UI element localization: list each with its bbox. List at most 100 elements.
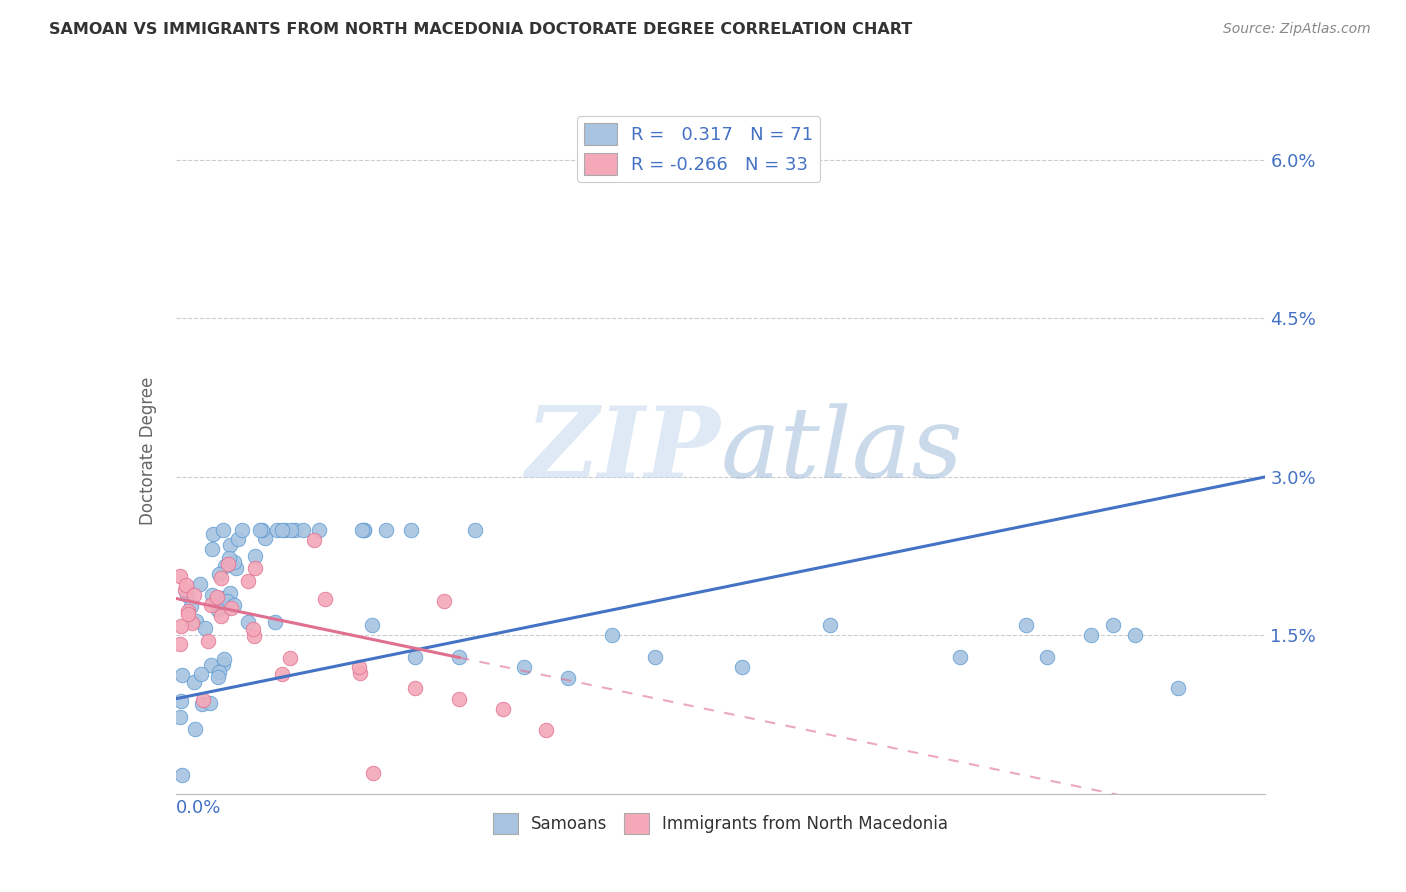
Point (353, 523, 375, 537)
Point (1080, 628, 1102, 642)
Point (188, 577, 211, 591)
Point (180, 599, 202, 613)
Point (215, 594, 238, 608)
Point (513, 660, 536, 674)
Point (432, 593, 454, 607)
Point (169, 569, 191, 583)
Text: 0.0%: 0.0% (176, 798, 221, 817)
Point (464, 523, 486, 537)
Text: SAMOAN VS IMMIGRANTS FROM NORTH MACEDONIA DOCTORATE DEGREE CORRELATION CHART: SAMOAN VS IMMIGRANTS FROM NORTH MACEDONI… (49, 22, 912, 37)
Point (302, 533, 325, 547)
Y-axis label: Doctorate Degree: Doctorate Degree (139, 376, 157, 524)
Point (209, 608, 232, 623)
Point (1123, 628, 1146, 642)
Point (202, 526, 225, 541)
Point (492, 702, 515, 716)
Point (219, 538, 242, 552)
Point (253, 531, 276, 545)
Point (405, 649, 427, 664)
Point (249, 523, 271, 537)
Point (280, 523, 302, 537)
Point (180, 616, 202, 631)
Point (231, 523, 253, 537)
Point (266, 523, 288, 537)
Point (360, 617, 382, 632)
Point (197, 633, 219, 648)
Point (361, 765, 384, 780)
Point (207, 670, 229, 684)
Point (190, 667, 212, 681)
Point (600, 628, 623, 642)
Point (1167, 681, 1189, 696)
Point (222, 598, 245, 612)
Point (169, 710, 191, 724)
Point (264, 615, 287, 630)
Point (207, 603, 229, 617)
Point (447, 649, 470, 664)
Point (226, 532, 249, 546)
Point (191, 697, 214, 711)
Point (731, 660, 754, 674)
Point (174, 583, 197, 598)
Point (200, 598, 222, 612)
Point (222, 555, 245, 569)
Point (353, 523, 375, 537)
Point (176, 588, 198, 602)
Point (221, 601, 243, 615)
Point (273, 523, 295, 537)
Point (405, 681, 427, 696)
Point (214, 559, 236, 574)
Point (283, 523, 305, 537)
Text: ZIP: ZIP (526, 402, 721, 499)
Point (347, 660, 370, 674)
Point (447, 691, 470, 706)
Point (242, 622, 264, 636)
Point (219, 586, 242, 600)
Point (374, 523, 396, 537)
Point (252, 523, 274, 537)
Point (201, 588, 224, 602)
Point (399, 523, 422, 537)
Point (818, 617, 841, 632)
Point (183, 722, 205, 736)
Point (194, 621, 217, 635)
Point (1036, 649, 1059, 664)
Point (271, 666, 294, 681)
Point (1015, 617, 1038, 632)
Point (170, 694, 193, 708)
Point (292, 523, 315, 537)
Point (243, 549, 266, 564)
Point (176, 604, 198, 618)
Legend: Samoans, Immigrants from North Macedonia: Samoans, Immigrants from North Macedonia (486, 807, 955, 840)
Point (183, 588, 205, 602)
Point (193, 693, 215, 707)
Point (557, 671, 579, 685)
Point (209, 571, 232, 585)
Point (183, 675, 205, 690)
Point (243, 629, 266, 643)
Point (350, 523, 373, 537)
Point (212, 523, 235, 537)
Point (209, 591, 232, 605)
Point (1102, 617, 1125, 632)
Point (208, 665, 231, 680)
Point (236, 574, 259, 588)
Point (278, 651, 301, 665)
Point (198, 696, 221, 710)
Point (217, 557, 239, 571)
Point (200, 658, 222, 673)
Point (225, 561, 247, 575)
Text: Source: ZipAtlas.com: Source: ZipAtlas.com (1223, 22, 1371, 37)
Point (949, 649, 972, 664)
Point (201, 541, 224, 556)
Point (308, 523, 330, 537)
Point (243, 561, 266, 575)
Point (170, 667, 193, 681)
Point (208, 567, 231, 582)
Point (349, 666, 371, 681)
Point (270, 523, 292, 537)
Point (534, 723, 557, 738)
Point (186, 614, 208, 628)
Point (218, 550, 240, 565)
Text: atlas: atlas (721, 403, 963, 498)
